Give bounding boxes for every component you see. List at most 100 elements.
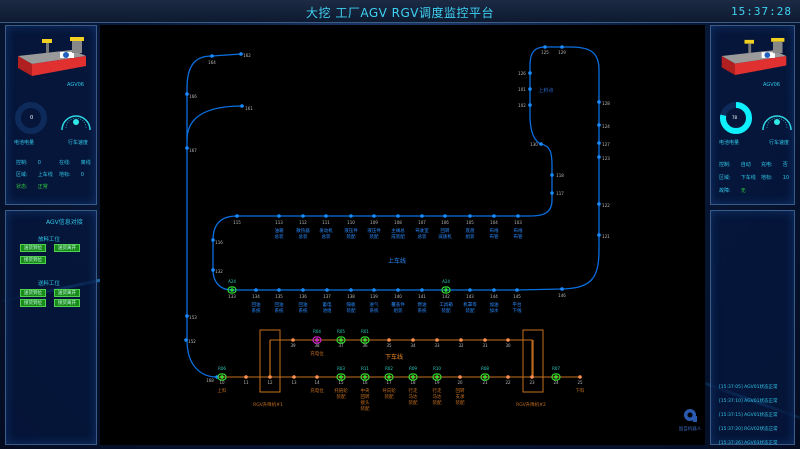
rgv-marker-dot bbox=[363, 375, 367, 379]
log-panel: [15:37:05] AGV01状态正常 [15:37:10] AGV01状态正… bbox=[710, 210, 795, 446]
company-logo: 国自机器人 bbox=[673, 407, 707, 432]
node-id-label: 36 bbox=[362, 343, 368, 348]
receive-arrive-button[interactable]: 接货到位 bbox=[20, 299, 46, 307]
deliver-leave-button[interactable]: 送货离开 bbox=[54, 244, 80, 252]
track-node bbox=[211, 238, 215, 242]
station-label: 池组 bbox=[323, 307, 332, 314]
node-id-label: 106 bbox=[441, 220, 449, 225]
info-row: 控制: 0 bbox=[16, 160, 41, 166]
dispatch-map: RGV升降机#1 RGV升降机#2 162 164 166 161 167 153 152 168… bbox=[100, 25, 705, 445]
rgv-marker-dot bbox=[411, 375, 415, 379]
track-node bbox=[597, 202, 601, 206]
track-node bbox=[459, 338, 463, 342]
track-node bbox=[324, 214, 328, 218]
group-title: 送料工位 bbox=[38, 281, 61, 287]
rgv-marker-id: R09 bbox=[409, 366, 417, 371]
node-id-label: 128 bbox=[602, 101, 610, 106]
track-node bbox=[597, 233, 601, 237]
station-label: 覆盖件 bbox=[391, 301, 405, 308]
station-label: 驾驶室 bbox=[415, 227, 429, 234]
track-node bbox=[184, 338, 188, 342]
deliver-arrive-button[interactable]: 送货到位 bbox=[20, 244, 46, 252]
station-label: 布管 bbox=[490, 233, 499, 240]
deliver-arrive-button[interactable]: 送货到位 bbox=[20, 289, 46, 297]
node-id-label: 10 bbox=[219, 380, 225, 385]
rgv-marker-dot bbox=[483, 375, 487, 379]
log-entry: [15:37:10] AGV01状态正常 bbox=[719, 399, 778, 404]
speedometer-icon bbox=[762, 115, 792, 131]
node-id-label: 125 bbox=[541, 50, 549, 55]
station-label: 充电位 bbox=[310, 350, 324, 357]
track-node bbox=[578, 375, 582, 379]
rgv-marker bbox=[336, 373, 346, 381]
agv-marker-id: A24 bbox=[228, 279, 236, 284]
node-id-label: 15 bbox=[338, 380, 344, 385]
node-id-label: 108 bbox=[394, 220, 402, 225]
node-id-label: 111 bbox=[322, 220, 330, 225]
rgv-marker-dot bbox=[363, 338, 367, 342]
track-node bbox=[420, 214, 424, 218]
track-node bbox=[349, 214, 353, 218]
track-node bbox=[210, 54, 214, 58]
station-label: 系统 bbox=[418, 307, 427, 314]
station-label: 隔板 bbox=[347, 301, 356, 308]
node-id-label: 112 bbox=[299, 220, 307, 225]
node-id-label: 137 bbox=[323, 294, 331, 299]
station-label: 托链轮 bbox=[334, 387, 348, 394]
node-id-label: 104 bbox=[490, 220, 498, 225]
station-label: 下线 bbox=[513, 307, 522, 314]
agv-marker-dot bbox=[444, 288, 448, 292]
info-row: 充电: 否 bbox=[761, 162, 788, 168]
station-label: 总装 bbox=[299, 233, 308, 240]
station-label: 装配 bbox=[466, 307, 475, 314]
upper-line-label: 上车线 bbox=[388, 257, 406, 265]
node-id-label: 116 bbox=[215, 240, 223, 245]
station-label: 装配 bbox=[347, 233, 356, 240]
upper-track bbox=[186, 88, 218, 378]
rgv-lift-label: RGV升降机#2 bbox=[516, 401, 546, 408]
track-node bbox=[543, 45, 547, 49]
node-id-label: 134 bbox=[252, 294, 260, 299]
node-id-label: 38 bbox=[314, 343, 320, 348]
node-id-label: 127 bbox=[602, 142, 610, 147]
track-node bbox=[528, 103, 532, 107]
status-row: 状态: 正常 bbox=[16, 184, 48, 190]
rgv-marker bbox=[312, 336, 322, 344]
receive-leave-button[interactable]: 接货离开 bbox=[54, 299, 80, 307]
node-id-label: 101 bbox=[518, 87, 526, 92]
receive-arrive-button[interactable]: 接货到位 bbox=[20, 256, 46, 264]
track-node bbox=[483, 338, 487, 342]
station-label: 液压件 bbox=[344, 227, 358, 234]
track-node bbox=[291, 338, 295, 342]
rgv-marker-id: R07 bbox=[552, 366, 560, 371]
agv-marker bbox=[441, 286, 451, 294]
upper-track bbox=[212, 46, 600, 291]
node-id-label: 21 bbox=[482, 380, 488, 385]
rgv-marker bbox=[217, 373, 227, 381]
station-label: 回油 bbox=[275, 301, 284, 308]
log-entry: [15:37:20] RGV02状态正常 bbox=[719, 427, 778, 432]
rgv-marker-id: R04 bbox=[313, 329, 321, 334]
log-entry: [15:37:15] AGV01状态正常 bbox=[719, 413, 778, 418]
track-node bbox=[185, 92, 189, 96]
node-id-label: 141 bbox=[418, 294, 426, 299]
speed-label: 行车速度 bbox=[769, 140, 790, 146]
node-id-label: 117 bbox=[556, 191, 564, 196]
rgv-marker-id: R08 bbox=[481, 366, 489, 371]
station-label: 中央 bbox=[361, 387, 370, 394]
station-label: 布线 bbox=[514, 227, 523, 234]
rgv-marker-id: R01 bbox=[361, 329, 369, 334]
deliver-leave-button[interactable]: 送货离开 bbox=[54, 289, 80, 297]
track-node bbox=[492, 288, 496, 292]
node-id-label: 142 bbox=[442, 294, 450, 299]
track-node bbox=[550, 173, 554, 177]
node-id-label: 33 bbox=[434, 343, 440, 348]
battery-gauge bbox=[15, 102, 47, 134]
page-title: 大挖 工厂AGV RGV调度监控平台 bbox=[306, 6, 494, 20]
node-id-label: 23 bbox=[529, 380, 535, 385]
agv-dock-panel: AGV信息对接 放料工位 送货到位 送货离开 接货到位 送料工位 送货到位 送货… bbox=[5, 210, 97, 445]
station-label: 成装配 bbox=[391, 233, 405, 240]
node-id-label: 162 bbox=[243, 53, 251, 58]
node-id-label: 102 bbox=[518, 103, 526, 108]
track-node bbox=[443, 214, 447, 218]
